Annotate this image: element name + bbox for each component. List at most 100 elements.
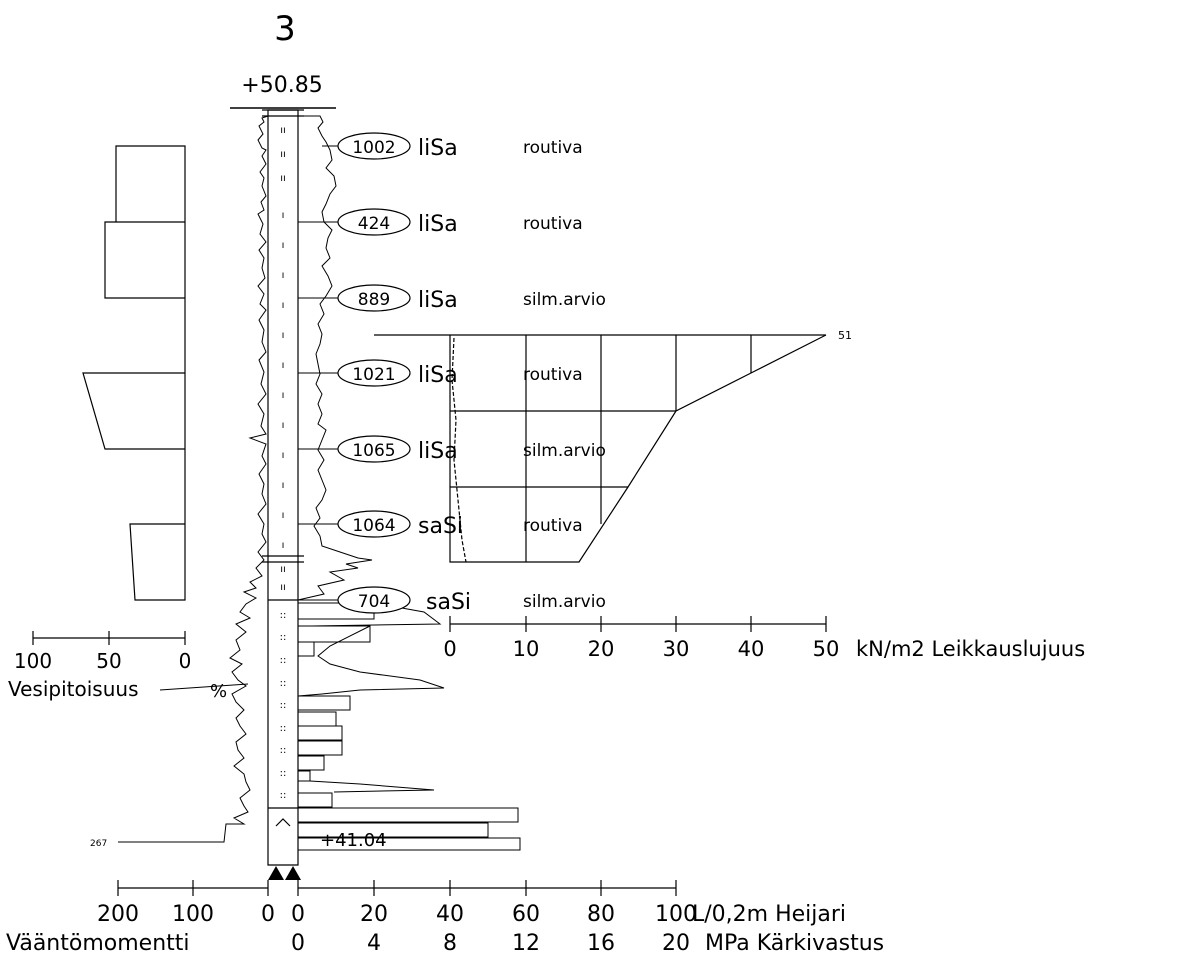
shear-axis-tick: 30 — [663, 637, 690, 661]
svg-text:ı: ı — [282, 300, 285, 311]
svg-text:::: :: — [280, 723, 287, 734]
shear-marker-value: 51 — [838, 329, 852, 342]
stop-marker-icon — [285, 866, 301, 880]
svg-text:ıı: ıı — [280, 564, 286, 575]
svg-text:ıı: ıı — [280, 173, 286, 184]
shear-axis-tick: 20 — [588, 637, 615, 661]
water-axis-tick: 0 — [179, 649, 192, 673]
bottom-right-tick: 40 — [436, 902, 464, 927]
water-axis-tick: 100 — [14, 649, 52, 673]
svg-text:::: :: — [280, 632, 287, 643]
sample-list: 1002 liSa routiva 424 liSa routiva 889 l… — [298, 133, 606, 615]
shear-axis-tick: 10 — [513, 637, 540, 661]
sample-id: 1065 — [352, 441, 395, 461]
svg-text:ı: ı — [282, 210, 285, 221]
bottom-left-tick: 100 — [172, 902, 214, 927]
bottom-axis — [118, 880, 676, 896]
svg-text:::: :: — [280, 678, 287, 689]
cone-tick: 12 — [512, 931, 540, 956]
borehole-column — [262, 110, 304, 865]
sample-soil: saSi — [418, 514, 463, 539]
cone-tick: 8 — [443, 931, 457, 956]
svg-text:::: :: — [280, 655, 287, 666]
shear-axis — [450, 616, 826, 632]
bottom-left-tick: 200 — [97, 902, 139, 927]
svg-text:::: :: — [280, 768, 287, 779]
penetration-profile — [298, 116, 372, 600]
bottom-right-tick: 60 — [512, 902, 540, 927]
heijari-label: L/0,2m Heijari — [692, 902, 846, 927]
sample-id: 424 — [358, 214, 390, 234]
sample-note: silm.arvio — [523, 441, 606, 461]
sample-note: routiva — [523, 365, 583, 385]
cone-resistance-spike-lower — [310, 781, 434, 792]
sample-id: 1021 — [352, 365, 395, 385]
sample-soil: saSi — [426, 590, 471, 615]
svg-text:ıı: ıı — [280, 125, 286, 136]
svg-text:::: :: — [280, 745, 287, 756]
top-elevation: +50.85 — [241, 73, 322, 98]
sample-note: routiva — [523, 516, 583, 536]
sample-soil: liSa — [418, 363, 458, 388]
sample-id: 1002 — [352, 138, 395, 158]
cone-tick: 16 — [587, 931, 615, 956]
cone-resistance-bars — [298, 603, 520, 850]
sample-soil: liSa — [418, 212, 458, 237]
svg-text:ı: ı — [282, 420, 285, 431]
shear-axis-tick: 40 — [738, 637, 765, 661]
left-marker-value: 267 — [90, 839, 107, 849]
cone-tick: 0 — [291, 931, 305, 956]
sample-id: 704 — [358, 592, 390, 612]
water-axis-tick: 50 — [96, 649, 121, 673]
svg-text:ı: ı — [282, 450, 285, 461]
sample-note: silm.arvio — [523, 290, 606, 310]
cone-tick: 4 — [367, 931, 381, 956]
bottom-right-tick: 20 — [360, 902, 388, 927]
shear-strength-panel — [374, 335, 826, 562]
svg-text:ı: ı — [282, 390, 285, 401]
svg-text:::: :: — [280, 790, 287, 801]
torque-profile — [118, 116, 268, 842]
sample-note: routiva — [523, 214, 583, 234]
bottom-right-tick: 0 — [291, 902, 305, 927]
bottom-right-tick: 100 — [655, 902, 697, 927]
cone-tick: 20 — [662, 931, 690, 956]
water-axis-label: Vesipitoisuus — [8, 677, 139, 701]
svg-text:::: :: — [280, 610, 287, 621]
sample-soil: liSa — [418, 136, 458, 161]
water-axis — [33, 631, 185, 645]
sample-soil: liSa — [418, 439, 458, 464]
sample-item: 704 saSi silm.arvio — [298, 587, 606, 615]
svg-text:ı: ı — [282, 510, 285, 521]
water-content-profile — [83, 146, 185, 600]
svg-text:ıı: ıı — [280, 149, 286, 160]
shear-axis-tick: 50 — [813, 637, 840, 661]
water-axis-leader — [160, 684, 248, 690]
bottom-elevation: +41.04 — [320, 830, 387, 851]
svg-text:ı: ı — [282, 480, 285, 491]
svg-text:ı: ı — [282, 330, 285, 341]
bottom-right-tick: 80 — [587, 902, 615, 927]
sample-item: 1064 saSi routiva — [298, 511, 583, 539]
sample-item: 1021 liSa routiva — [298, 360, 583, 388]
sample-note: routiva — [523, 138, 583, 158]
point-number: 3 — [274, 9, 296, 49]
shear-axis-label: kN/m2 Leikkauslujuus — [856, 637, 1085, 661]
svg-text:ı: ı — [282, 270, 285, 281]
svg-text:ıı: ıı — [280, 582, 286, 593]
sample-id: 1064 — [352, 516, 395, 536]
bottom-left-tick: 0 — [261, 902, 275, 927]
sample-soil: liSa — [418, 288, 458, 313]
shear-axis-tick: 0 — [443, 637, 456, 661]
sample-item: 424 liSa routiva — [298, 209, 583, 237]
sample-item: 889 liSa silm.arvio — [298, 285, 606, 313]
svg-text:ı: ı — [282, 540, 285, 551]
cone-resistance-spikes — [298, 603, 444, 696]
svg-text:::: :: — [280, 700, 287, 711]
sample-id: 889 — [358, 290, 390, 310]
sample-note: silm.arvio — [523, 592, 606, 612]
svg-text:ı: ı — [282, 360, 285, 371]
svg-text:ı: ı — [282, 240, 285, 251]
